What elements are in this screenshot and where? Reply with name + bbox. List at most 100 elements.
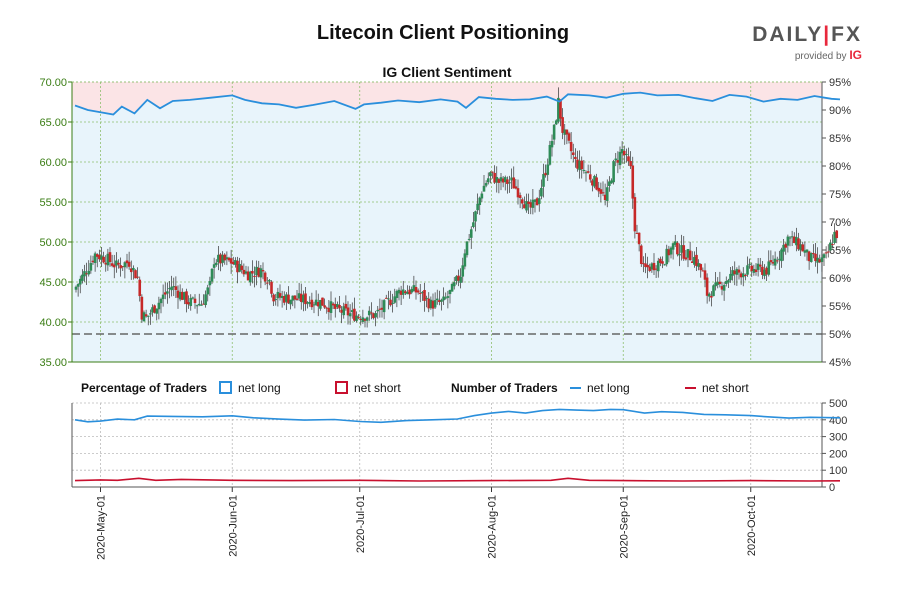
candle-down [140,296,144,320]
candle-down [580,160,584,170]
candle-down [561,117,564,133]
candle-up [767,261,771,275]
candle-down [278,293,282,298]
candle-up [342,306,346,316]
candle-up [722,285,726,291]
candle-down [771,262,775,264]
candle-up [618,151,622,166]
candle-up [361,317,365,322]
candle-up [146,315,150,317]
candle-up [93,253,97,264]
y2-tick-label: 95% [829,77,851,89]
sentiment-line [74,91,841,116]
candle-down [705,277,709,296]
candle-up [406,291,409,295]
candle-up [805,249,809,253]
candle-up [665,248,669,265]
candle-down [744,274,747,276]
legend-pct-title: Percentage of Traders [81,381,208,395]
candle-up [778,258,781,260]
candle-up [314,299,318,305]
chart-subtitle: IG Client Sentiment [382,64,512,80]
candle-up [786,236,790,246]
bottom-y-tick-label: 200 [829,448,847,460]
candle-down [737,269,741,273]
candle-down [518,195,522,198]
candle-down [353,308,356,321]
candle-up [463,253,467,267]
candle-down [567,133,571,141]
candle-up [550,141,554,148]
candle-up [724,281,728,284]
y-tick-label: 35.00 [39,357,67,369]
candle-up [510,177,513,181]
x-tick-label: 2020-Jul-01 [355,495,367,553]
candle-up [248,271,252,283]
candle-down [527,201,530,204]
candle-down [739,273,743,278]
candle-down [646,264,649,268]
candle-down [826,251,830,253]
candle-down [98,254,101,260]
candle-up [508,182,511,184]
candle-down [219,254,222,264]
candle-up [195,305,199,307]
candle-down [635,232,639,234]
candle-down [231,261,235,265]
candle-up [151,307,154,313]
sentiment-shading-layer [72,82,840,362]
candle-up [374,313,377,318]
candle-down [792,236,796,244]
candle-down [633,197,637,232]
candle-up [106,253,110,266]
candle-down [136,276,139,278]
candle-up [87,270,91,275]
candle-up [336,304,339,308]
candle-down [824,252,828,254]
candle-up [461,265,465,277]
axes: 35.00 40.00 45.00 50.00 55.00 60.00 65.00 70.00… [39,77,851,492]
candle-down [622,150,626,156]
candle-down [176,290,180,298]
candle-up [829,242,832,251]
candle-up [809,252,813,262]
candle-up [208,281,212,286]
candle-up [763,269,766,277]
y-tick-label: 55.00 [39,197,67,209]
candle-up [274,299,278,301]
candlestick-series [74,87,839,328]
candle-down [754,269,758,273]
candle-up [714,282,717,287]
gridlines [72,81,822,487]
candle-up [259,268,263,278]
candle-up [727,280,730,283]
candle-up [731,270,734,276]
candle-down [416,290,420,293]
y2-tick-label: 60% [829,273,851,285]
candle-up [557,97,560,122]
candle-down [699,264,703,271]
candle-up [554,120,558,125]
candle-down [814,253,817,262]
candle-down [438,300,441,302]
candle-down [236,260,239,273]
candle-down [138,279,142,297]
legend-num-long-line [570,387,581,389]
candle-down [357,316,360,318]
candle-up [478,197,482,206]
candle-up [546,164,550,175]
candle-down [797,238,800,250]
candle-down [565,129,569,135]
candle-up [686,248,690,258]
candle-up [614,158,618,161]
candle-up [350,310,354,313]
candle-down [223,254,227,261]
candle-up [795,237,798,246]
x-tick-label: 2020-Oct-01 [746,495,758,556]
candle-up [206,287,210,295]
candle-up [285,294,288,302]
candle-down [684,257,688,260]
candle-down [321,297,324,306]
candle-up [455,276,458,282]
candle-down [676,242,679,255]
